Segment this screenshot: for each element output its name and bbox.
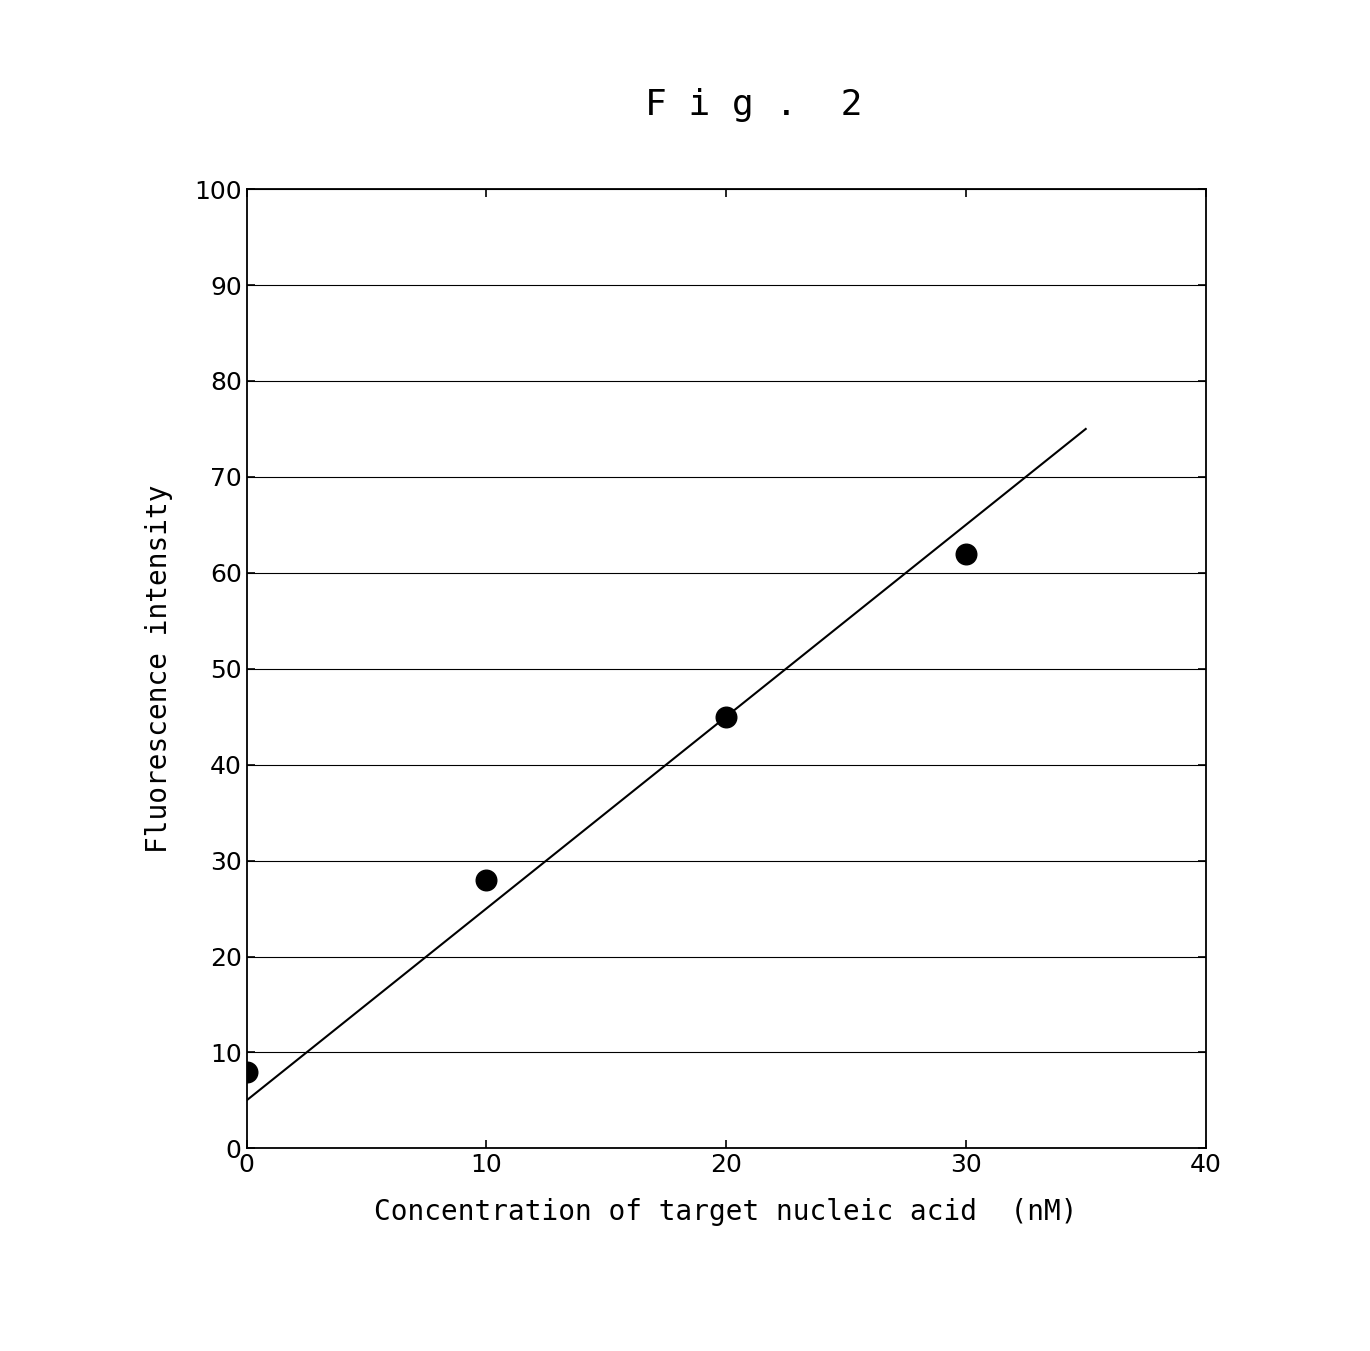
Point <box>236 1061 258 1082</box>
X-axis label: Concentration of target nucleic acid  (nM): Concentration of target nucleic acid (nM… <box>374 1198 1078 1227</box>
Text: F i g .  2: F i g . 2 <box>645 88 862 122</box>
Point <box>715 705 737 727</box>
Point <box>475 869 497 890</box>
Point <box>955 543 977 565</box>
Y-axis label: Fluorescence intensity: Fluorescence intensity <box>145 485 173 852</box>
